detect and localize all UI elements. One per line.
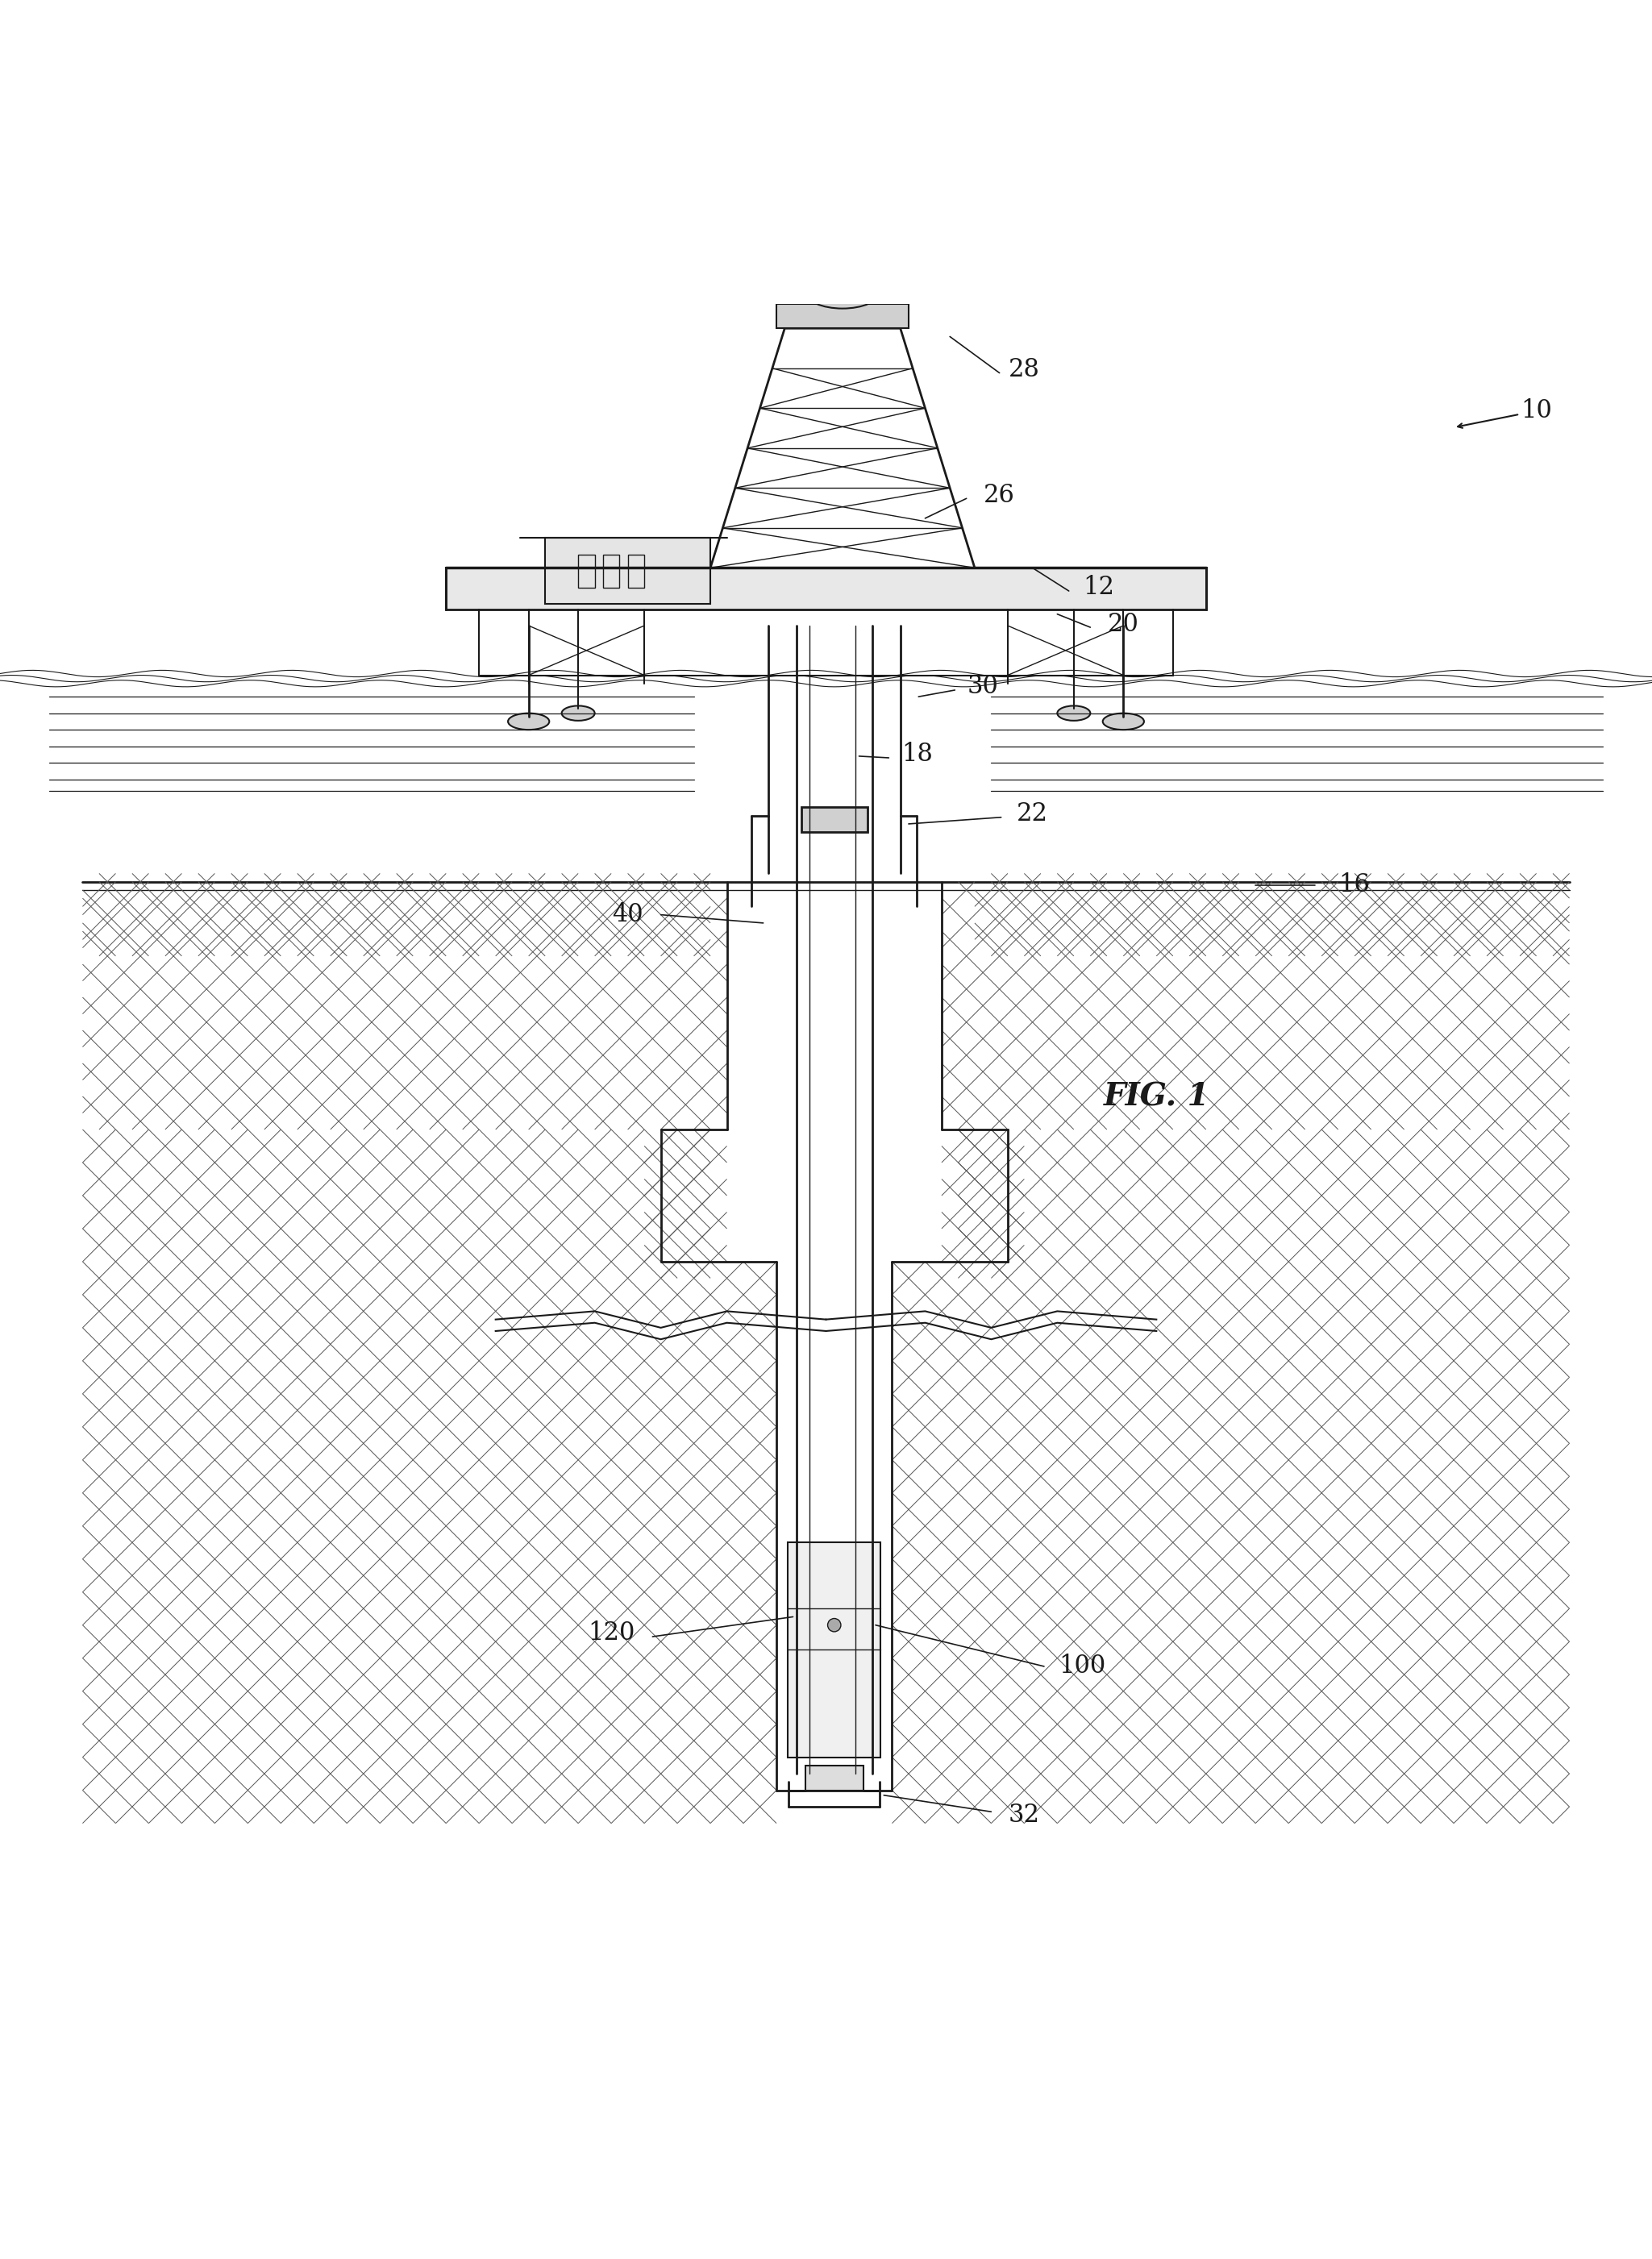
Text: 26: 26 [985, 483, 1014, 508]
Text: 12: 12 [1082, 576, 1115, 601]
Bar [805, 1767, 862, 1791]
Bar [776, 303, 909, 328]
Text: 40: 40 [613, 901, 643, 926]
Ellipse shape [1102, 714, 1143, 730]
Bar [83, 881, 1569, 1823]
Bar [801, 806, 867, 831]
Circle shape [828, 1617, 841, 1631]
Ellipse shape [562, 705, 595, 721]
Text: 100: 100 [1059, 1654, 1105, 1678]
Text: 22: 22 [1016, 802, 1049, 827]
Bar [446, 567, 1206, 610]
Text: 10: 10 [1521, 398, 1551, 422]
Text: 18: 18 [902, 741, 932, 768]
Ellipse shape [507, 714, 548, 730]
Bar [578, 556, 595, 587]
Text: 20: 20 [1108, 612, 1138, 637]
Ellipse shape [805, 276, 879, 309]
Text: FIG. 1: FIG. 1 [1104, 1082, 1209, 1111]
Ellipse shape [1057, 705, 1090, 721]
Bar [788, 1543, 881, 1758]
Text: 28: 28 [1009, 357, 1039, 382]
Text: 16: 16 [1340, 872, 1370, 897]
Text: 120: 120 [588, 1622, 634, 1647]
Bar [628, 556, 644, 587]
Bar [603, 556, 620, 587]
Text: 32: 32 [1008, 1803, 1041, 1828]
Text: 30: 30 [968, 673, 998, 700]
Bar [545, 538, 710, 603]
